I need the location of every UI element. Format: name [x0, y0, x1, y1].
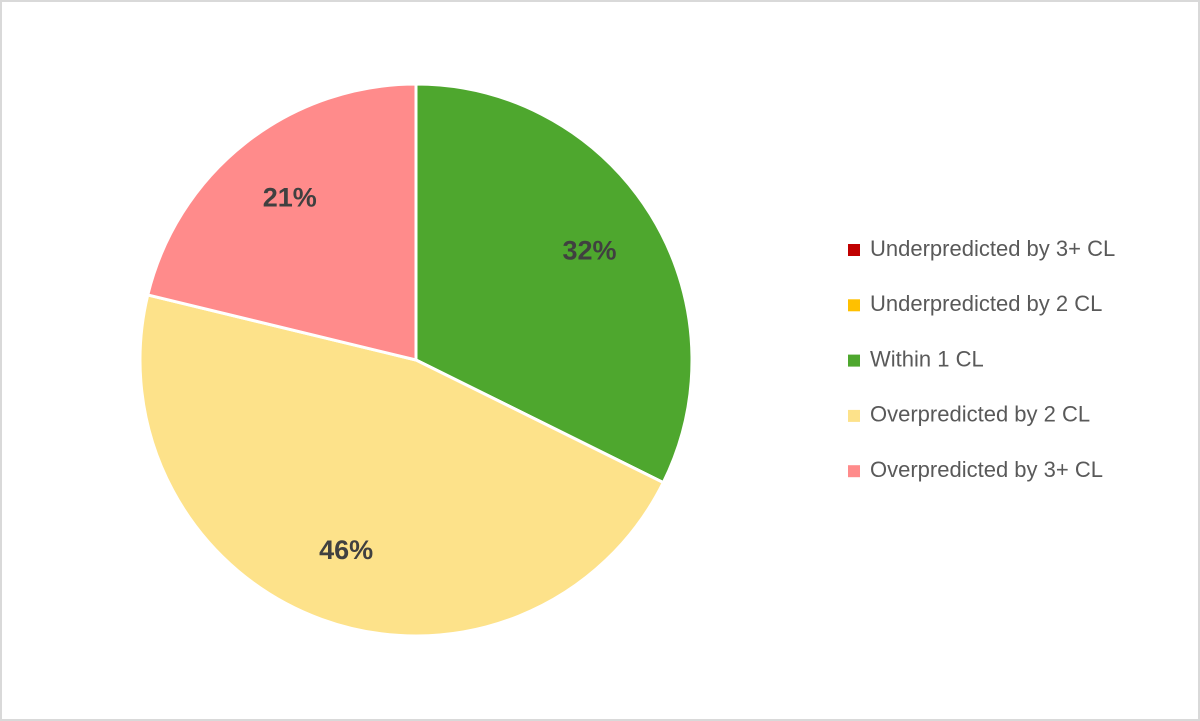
legend-swatch	[848, 354, 860, 367]
legend-label: Overpredicted by 3+ CL	[870, 457, 1103, 482]
legend-label: Within 1 CL	[870, 346, 984, 371]
pie-slice	[146, 82, 418, 362]
legend-label: Underpredicted by 3+ CL	[870, 236, 1115, 261]
pie-slice	[414, 82, 694, 485]
legend-swatch	[848, 465, 860, 478]
legend-swatch	[848, 299, 860, 312]
legend-label: Overpredicted by 2 CL	[870, 402, 1090, 427]
pie-slice	[138, 293, 665, 638]
data-label: 32%	[563, 235, 617, 265]
legend-swatch	[848, 244, 860, 256]
data-label: 46%	[319, 535, 373, 565]
legend-swatch	[848, 409, 860, 422]
data-label: 21%	[263, 183, 317, 213]
legend-label: Underpredicted by 2 CL	[870, 291, 1102, 316]
